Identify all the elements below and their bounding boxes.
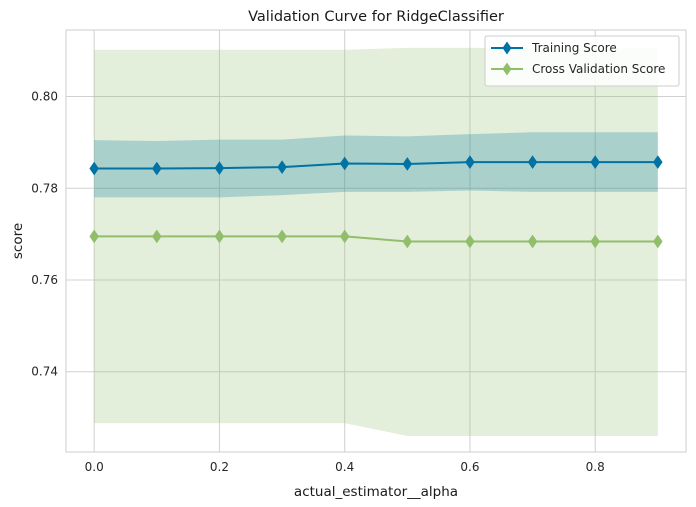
confidence-bands <box>94 47 658 436</box>
y-axis-ticks: 0.74 0.76 0.78 0.80 <box>31 90 58 379</box>
series-line-cross-validation <box>94 235 658 243</box>
data-point-cross-validation <box>527 234 538 249</box>
x-tick-label: 0.8 <box>586 460 605 474</box>
x-tick-label: 0.4 <box>335 460 354 474</box>
plot-frame <box>65 29 687 453</box>
data-point-training <box>465 155 475 170</box>
data-point-cross-validation <box>89 229 99 244</box>
data-point-training <box>277 160 287 175</box>
data-point-training <box>653 155 663 170</box>
chart-title: Validation Curve for RidgeClassifier <box>248 9 504 25</box>
legend-box <box>484 35 680 87</box>
y-tick-label: 0.78 <box>31 181 58 195</box>
data-point-cross-validation <box>402 234 413 249</box>
legend: Training Score Cross Validation Score <box>484 35 680 87</box>
data-point-cross-validation <box>653 234 663 249</box>
x-tick-label: 0.2 <box>210 460 229 474</box>
x-tick-label: 0.0 <box>85 460 104 474</box>
data-point-cross-validation <box>339 229 350 244</box>
series-line-training <box>94 161 658 170</box>
data-point-cross-validation <box>152 229 162 244</box>
x-tick-label: 0.6 <box>460 460 479 474</box>
data-point-training <box>402 156 413 171</box>
data-point-training <box>152 161 162 176</box>
confidence-band-training <box>94 132 658 198</box>
x-axis-ticks: 0.0 0.2 0.4 0.6 0.8 <box>85 460 605 474</box>
data-point-training <box>214 161 225 176</box>
legend-label-cross-validation: Cross Validation Score <box>532 62 665 76</box>
legend-marker-training <box>502 41 512 55</box>
data-point-cross-validation <box>277 229 287 244</box>
y-axis-label: score <box>10 223 26 259</box>
data-point-training <box>590 155 600 170</box>
data-point-cross-validation <box>590 234 600 249</box>
y-tick-label: 0.76 <box>31 273 58 287</box>
data-point-training <box>89 161 99 176</box>
data-point-cross-validation <box>465 234 475 249</box>
series-lines <box>94 161 658 243</box>
legend-label-training: Training Score <box>531 41 617 55</box>
legend-marker-cross-validation <box>502 62 512 76</box>
y-tick-label: 0.80 <box>31 90 58 104</box>
data-point-cross-validation <box>214 229 225 244</box>
x-axis-label: actual_estimator__alpha <box>294 484 458 500</box>
data-point-training <box>527 155 538 170</box>
data-point-training <box>339 156 350 171</box>
gridlines <box>66 30 686 452</box>
confidence-band-cross-validation <box>94 47 658 436</box>
series-markers <box>89 155 663 249</box>
y-tick-label: 0.74 <box>31 365 58 379</box>
